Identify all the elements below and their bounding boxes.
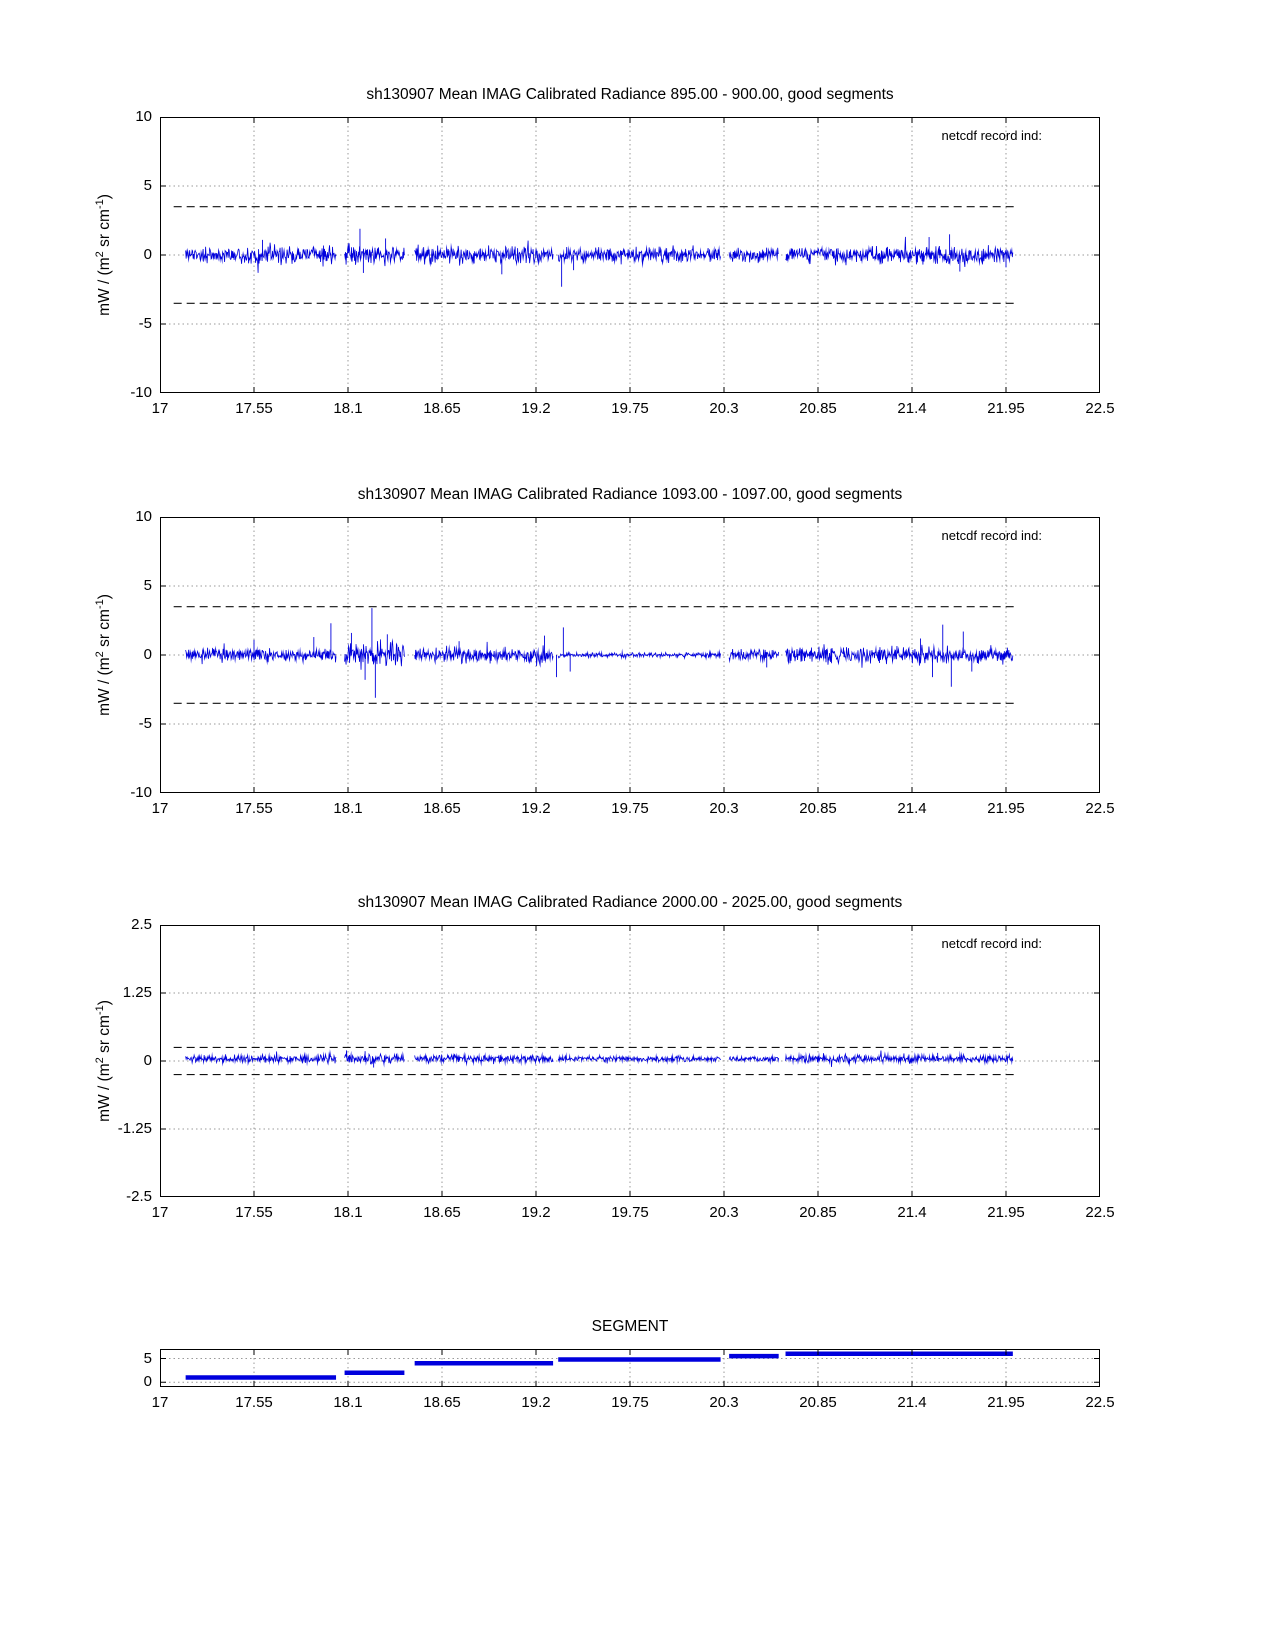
- x-tick-label: 18.65: [423, 400, 461, 417]
- x-tick-label: 17.55: [235, 400, 273, 417]
- x-tick-label: 19.75: [611, 1394, 649, 1411]
- figure-title: sh130907 Mean IMAG Calibrated Radiance 8…: [366, 86, 894, 103]
- y-tick-label: 2.5: [131, 916, 152, 933]
- y-tick-label: -5: [138, 715, 152, 732]
- x-tick-label: 21.4: [897, 1204, 927, 1221]
- y-tick-label: 0: [143, 246, 152, 263]
- x-tick-label: 19.2: [521, 800, 551, 817]
- x-tick-label: 22.5: [1085, 800, 1115, 817]
- x-tick-label: 17: [151, 400, 169, 417]
- figure-title: sh130907 Mean IMAG Calibrated Radiance 2…: [357, 894, 903, 911]
- x-tick-label: 19.75: [611, 800, 649, 817]
- x-tick-label: 21.4: [897, 1394, 927, 1411]
- x-tick-label: 17: [151, 1204, 169, 1221]
- y-tick-label: 10: [135, 108, 152, 125]
- x-tick-label: 19.2: [521, 400, 551, 417]
- y-tick-label: 10: [135, 508, 152, 525]
- radiance-plot-canvas-3: [160, 925, 1100, 1197]
- x-tick-label: 21.95: [987, 1394, 1025, 1411]
- x-tick-label: 18.65: [423, 1204, 461, 1221]
- x-tick-label: 17.55: [235, 1204, 273, 1221]
- x-tick-label: 20.85: [799, 800, 837, 817]
- x-tick-label: 22.5: [1085, 1204, 1115, 1221]
- x-tick-label: 18.1: [333, 400, 363, 417]
- x-tick-label: 17: [151, 1394, 169, 1411]
- y-tick-label: 5: [143, 577, 152, 594]
- x-tick-label: 20.85: [799, 1204, 837, 1221]
- x-tick-label: 19.75: [611, 1204, 649, 1221]
- y-tick-label: 5: [143, 177, 152, 194]
- x-tick-label: 17.55: [235, 800, 273, 817]
- x-tick-label: 21.95: [987, 400, 1025, 417]
- y-tick-label: 0: [143, 1373, 152, 1391]
- x-tick-label: 21.4: [897, 400, 927, 417]
- x-tick-label: 17.55: [235, 1394, 273, 1411]
- x-tick-label: 21.4: [897, 800, 927, 817]
- x-tick-label: 19.2: [521, 1394, 551, 1411]
- x-tick-label: 21.95: [987, 800, 1025, 817]
- x-tick-label: 20.85: [799, 1394, 837, 1411]
- x-tick-label: 20.3: [709, 800, 739, 817]
- y-tick-label: -2.5: [126, 1188, 152, 1205]
- x-tick-label: 22.5: [1085, 1394, 1115, 1411]
- x-tick-label: 21.95: [987, 1204, 1025, 1221]
- y-tick-label: 5: [143, 1349, 152, 1367]
- x-tick-label: 19.2: [521, 1204, 551, 1221]
- y-tick-label: -5: [138, 315, 152, 332]
- x-tick-label: 20.3: [709, 1204, 739, 1221]
- x-tick-label: 18.1: [333, 1204, 363, 1221]
- x-tick-label: 18.1: [333, 1394, 363, 1411]
- figure-title: SEGMENT: [591, 1318, 669, 1335]
- radiance-plot-canvas-1: [160, 117, 1100, 393]
- x-tick-label: 18.65: [423, 1394, 461, 1411]
- x-tick-label: 19.75: [611, 400, 649, 417]
- x-tick-label: 18.1: [333, 800, 363, 817]
- figure-title: sh130907 Mean IMAG Calibrated Radiance 1…: [357, 486, 903, 503]
- segment-plot-canvas: [160, 1349, 1100, 1387]
- radiance-plot-canvas-2: [160, 517, 1100, 793]
- y-tick-label: 0: [143, 646, 152, 663]
- y-tick-label: 1.25: [122, 984, 152, 1001]
- y-tick-label: 0: [143, 1052, 152, 1069]
- x-tick-label: 20.85: [799, 400, 837, 417]
- y-tick-label: -10: [130, 784, 152, 801]
- y-tick-label: -1.25: [117, 1120, 152, 1137]
- y-tick-label: -10: [130, 384, 152, 401]
- x-tick-label: 17: [151, 800, 169, 817]
- x-tick-label: 20.3: [709, 400, 739, 417]
- x-tick-label: 18.65: [423, 800, 461, 817]
- x-tick-label: 22.5: [1085, 400, 1115, 417]
- x-tick-label: 20.3: [709, 1394, 739, 1411]
